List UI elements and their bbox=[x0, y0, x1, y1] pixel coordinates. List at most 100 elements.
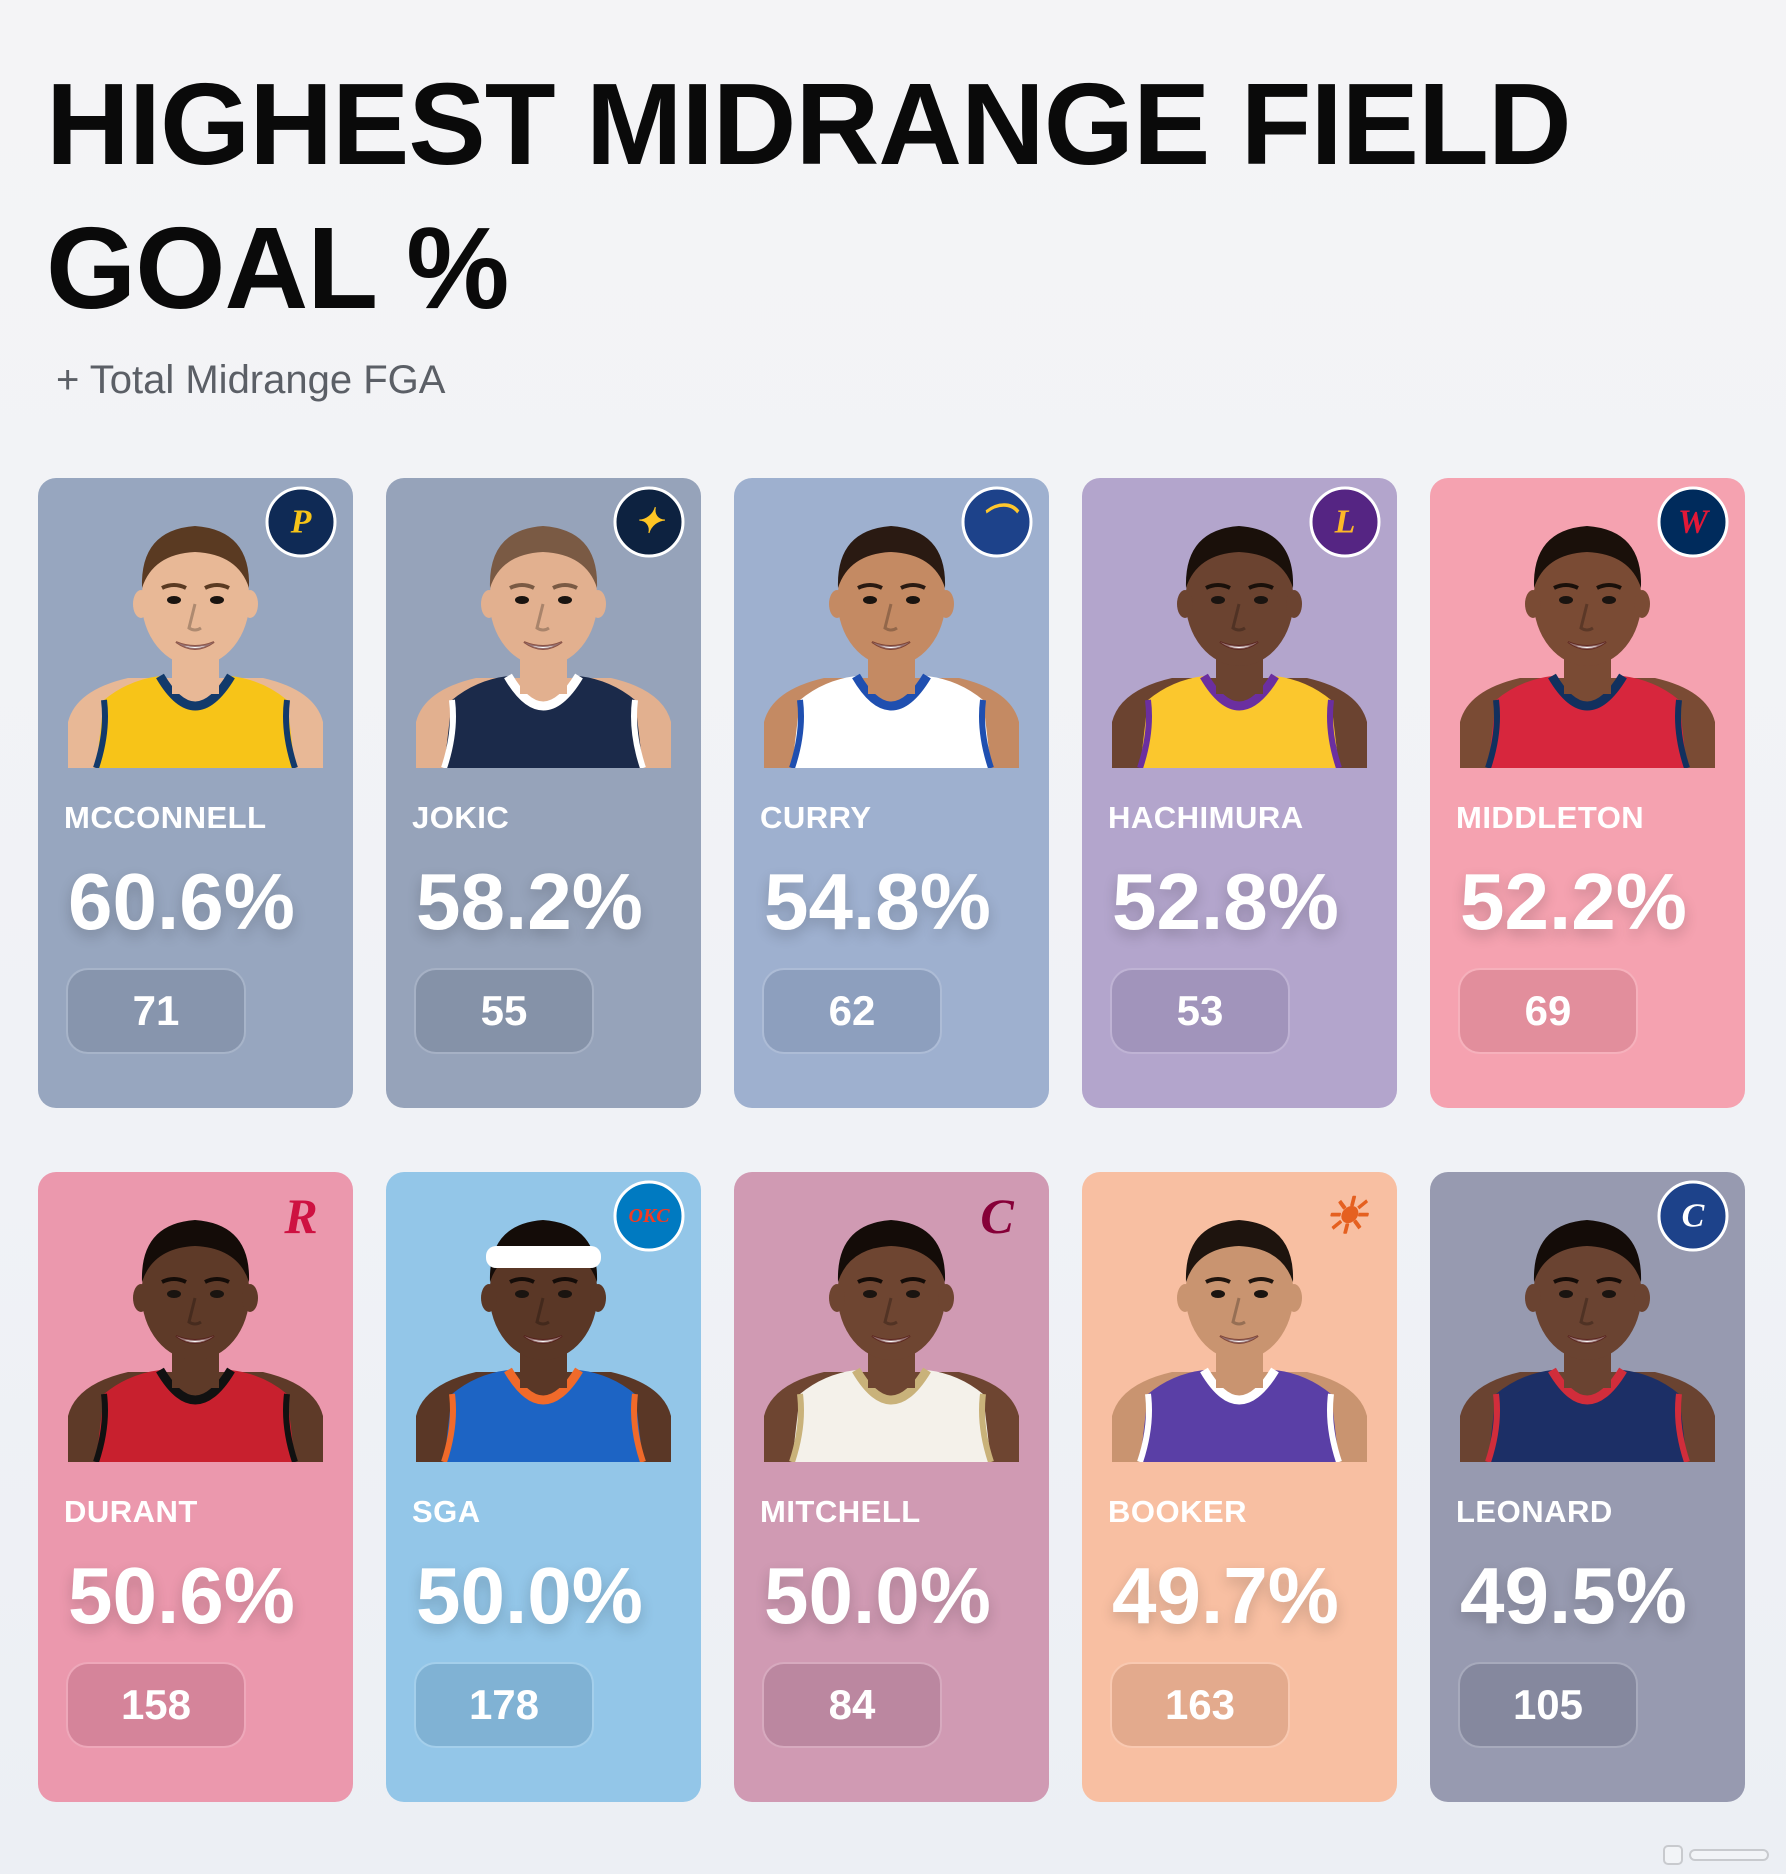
svg-text:✦: ✦ bbox=[635, 504, 666, 541]
midrange-fga-value: 71 bbox=[68, 970, 244, 1052]
watermark-logo bbox=[1663, 1845, 1769, 1865]
midrange-fga-value: 69 bbox=[1460, 970, 1636, 1052]
lakers-logo-icon: L bbox=[1309, 486, 1381, 558]
svg-text:L: L bbox=[1334, 504, 1356, 541]
team-logo: OKC bbox=[611, 1178, 687, 1254]
midrange-fga-value: 178 bbox=[416, 1664, 592, 1746]
midrange-fg-pct: 50.0% bbox=[416, 1551, 643, 1640]
player-photo-frame bbox=[764, 1194, 1019, 1463]
team-logo: W bbox=[1655, 484, 1731, 560]
player-name: JOKIC bbox=[412, 800, 510, 835]
team-logo: P bbox=[263, 484, 339, 560]
player-card: ☀ BOOKER 49.7% 163 bbox=[1082, 1172, 1397, 1802]
player-name: LEONARD bbox=[1456, 1494, 1613, 1529]
midrange-fg-pct: 50.0% bbox=[764, 1551, 991, 1640]
midrange-fga-value: 55 bbox=[416, 970, 592, 1052]
player-name: CURRY bbox=[760, 800, 872, 835]
svg-text:P: P bbox=[290, 504, 312, 541]
midrange-fga-badge: 105 bbox=[1458, 1662, 1638, 1748]
warriors-logo-icon: ⌒ bbox=[961, 486, 1033, 558]
team-logo: ✦ bbox=[611, 484, 687, 560]
midrange-fg-pct: 60.6% bbox=[68, 857, 295, 946]
midrange-fg-pct: 49.7% bbox=[1112, 1551, 1339, 1640]
player-photo-frame bbox=[68, 1194, 323, 1463]
player-photo-frame bbox=[1460, 500, 1715, 769]
midrange-fg-pct: 49.5% bbox=[1460, 1551, 1687, 1640]
player-photo-frame bbox=[1112, 1194, 1367, 1463]
player-card: R DURANT 50.6% 158 bbox=[38, 1172, 353, 1802]
team-logo: ⌒ bbox=[959, 484, 1035, 560]
player-photo bbox=[1460, 526, 1715, 769]
player-name: SGA bbox=[412, 1494, 481, 1529]
player-name: HACHIMURA bbox=[1108, 800, 1304, 835]
team-logo: ☀ bbox=[1307, 1178, 1383, 1254]
midrange-fga-badge: 62 bbox=[762, 968, 942, 1054]
midrange-fg-pct: 52.8% bbox=[1112, 857, 1339, 946]
player-card-grid: P MCCONNELL 60.6% 71 ✦ JOKIC 58.2% 55 ⌒ CURRY 54.8… bbox=[38, 478, 1745, 1802]
cavaliers-logo-icon: C bbox=[980, 1188, 1014, 1244]
player-card: W MIDDLETON 52.2% 69 bbox=[1430, 478, 1745, 1108]
midrange-fga-badge: 55 bbox=[414, 968, 594, 1054]
midrange-fga-value: 62 bbox=[764, 970, 940, 1052]
svg-text:OKC: OKC bbox=[628, 1205, 670, 1227]
player-name: MITCHELL bbox=[760, 1494, 921, 1529]
suns-logo-icon: ☀ bbox=[1323, 1188, 1370, 1244]
player-name: MIDDLETON bbox=[1456, 800, 1645, 835]
team-logo: R bbox=[263, 1178, 339, 1254]
subtitle: + Total Midrange FGA bbox=[56, 358, 446, 402]
midrange-fga-badge: 178 bbox=[414, 1662, 594, 1748]
team-logo: C bbox=[1655, 1178, 1731, 1254]
midrange-fg-pct: 50.6% bbox=[68, 1551, 295, 1640]
player-card: ⌒ CURRY 54.8% 62 bbox=[734, 478, 1049, 1108]
player-photo bbox=[68, 1220, 323, 1463]
player-photo bbox=[1112, 526, 1367, 769]
midrange-fga-value: 105 bbox=[1460, 1664, 1636, 1746]
clippers-logo-icon: C bbox=[1657, 1180, 1729, 1252]
player-photo bbox=[416, 1220, 671, 1463]
player-photo bbox=[68, 526, 323, 769]
player-photo-frame bbox=[1460, 1194, 1715, 1463]
midrange-fga-value: 84 bbox=[764, 1664, 940, 1746]
player-card: L HACHIMURA 52.8% 53 bbox=[1082, 478, 1397, 1108]
midrange-fga-badge: 163 bbox=[1110, 1662, 1290, 1748]
nuggets-logo-icon: ✦ bbox=[613, 486, 685, 558]
player-card: OKC SGA 50.0% 178 bbox=[386, 1172, 701, 1802]
player-photo bbox=[1112, 1220, 1367, 1463]
player-photo-frame bbox=[416, 500, 671, 769]
midrange-fga-value: 53 bbox=[1112, 970, 1288, 1052]
midrange-fg-pct: 58.2% bbox=[416, 857, 643, 946]
svg-text:C: C bbox=[1682, 1198, 1705, 1235]
player-photo-frame bbox=[416, 1194, 671, 1463]
player-card: ✦ JOKIC 58.2% 55 bbox=[386, 478, 701, 1108]
midrange-fga-badge: 84 bbox=[762, 1662, 942, 1748]
pacers-logo-icon: P bbox=[265, 486, 337, 558]
team-logo: L bbox=[1307, 484, 1383, 560]
svg-text:C: C bbox=[980, 1188, 1014, 1244]
midrange-fga-badge: 69 bbox=[1458, 968, 1638, 1054]
player-card: C MITCHELL 50.0% 84 bbox=[734, 1172, 1049, 1802]
player-photo bbox=[764, 526, 1019, 769]
player-photo bbox=[1460, 1220, 1715, 1463]
thunder-logo-icon: OKC bbox=[613, 1180, 685, 1252]
player-name: DURANT bbox=[64, 1494, 198, 1529]
midrange-fg-pct: 52.2% bbox=[1460, 857, 1687, 946]
player-photo bbox=[764, 1220, 1019, 1463]
svg-text:W: W bbox=[1678, 504, 1711, 541]
midrange-fga-value: 163 bbox=[1112, 1664, 1288, 1746]
player-photo-frame bbox=[68, 500, 323, 769]
midrange-fga-value: 158 bbox=[68, 1664, 244, 1746]
wizards-logo-icon: W bbox=[1657, 486, 1729, 558]
rockets-logo-icon: R bbox=[283, 1188, 317, 1244]
svg-text:⌒: ⌒ bbox=[980, 503, 1020, 541]
player-card: P MCCONNELL 60.6% 71 bbox=[38, 478, 353, 1108]
midrange-fga-badge: 158 bbox=[66, 1662, 246, 1748]
page-title: HIGHEST MIDRANGE FIELD GOAL % bbox=[46, 59, 1572, 333]
midrange-fg-pct: 54.8% bbox=[764, 857, 991, 946]
player-card: C LEONARD 49.5% 105 bbox=[1430, 1172, 1745, 1802]
player-photo-frame bbox=[764, 500, 1019, 769]
midrange-fga-badge: 53 bbox=[1110, 968, 1290, 1054]
player-photo-frame bbox=[1112, 500, 1367, 769]
team-logo: C bbox=[959, 1178, 1035, 1254]
player-name: BOOKER bbox=[1108, 1494, 1248, 1529]
svg-text:☀: ☀ bbox=[1323, 1188, 1370, 1244]
